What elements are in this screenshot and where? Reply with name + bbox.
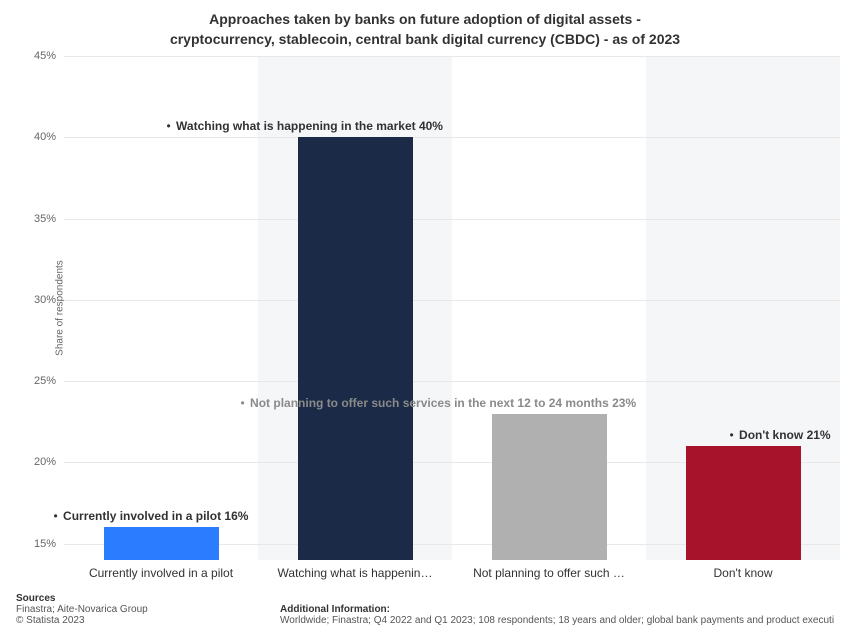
gridline	[64, 56, 840, 57]
sources-footer: Sources Finastra; Aite-Novarica Group © …	[16, 593, 148, 626]
xtick-label: Currently involved in a pilot	[89, 560, 233, 580]
ytick-label: 45%	[34, 50, 64, 62]
xtick-label: Watching what is happenin…	[278, 560, 433, 580]
data-label: • Currently involved in a pilot 16%	[54, 509, 249, 523]
additional-info: Additional Information: Worldwide; Finas…	[280, 604, 840, 626]
ytick-label: 25%	[34, 375, 64, 387]
ytick-label: 30%	[34, 294, 64, 306]
ytick-label: 40%	[34, 131, 64, 143]
ytick-label: 15%	[34, 538, 64, 550]
title-line-1: Approaches taken by banks on future adop…	[209, 11, 641, 27]
bar[interactable]	[686, 446, 801, 560]
bar[interactable]	[492, 414, 607, 560]
chart-title: Approaches taken by banks on future adop…	[0, 0, 850, 49]
bar[interactable]	[104, 527, 219, 560]
data-label: • Watching what is happening in the mark…	[167, 119, 443, 133]
ytick-label: 35%	[34, 213, 64, 225]
additional-info-text: Worldwide; Finastra; Q4 2022 and Q1 2023…	[280, 615, 840, 626]
data-label: • Not planning to offer such services in…	[241, 396, 637, 410]
data-label: • Don't know 21%	[730, 428, 831, 442]
title-line-2: cryptocurrency, stablecoin, central bank…	[170, 31, 680, 47]
gridline	[64, 300, 840, 301]
xtick-label: Not planning to offer such …	[473, 560, 625, 580]
sources-text: Finastra; Aite-Novarica Group	[16, 604, 148, 615]
xtick-label: Don't know	[714, 560, 773, 580]
copyright-text: © Statista 2023	[16, 615, 148, 626]
gridline	[64, 219, 840, 220]
plot-area: Share of respondents 15%20%25%30%35%40%4…	[64, 56, 840, 560]
gridline	[64, 137, 840, 138]
ytick-label: 20%	[34, 456, 64, 468]
chart-container: Approaches taken by banks on future adop…	[0, 0, 850, 632]
gridline	[64, 381, 840, 382]
bar[interactable]	[298, 137, 413, 560]
y-axis-label: Share of respondents	[54, 260, 65, 356]
additional-info-heading: Additional Information:	[280, 604, 840, 615]
sources-heading: Sources	[16, 593, 148, 604]
